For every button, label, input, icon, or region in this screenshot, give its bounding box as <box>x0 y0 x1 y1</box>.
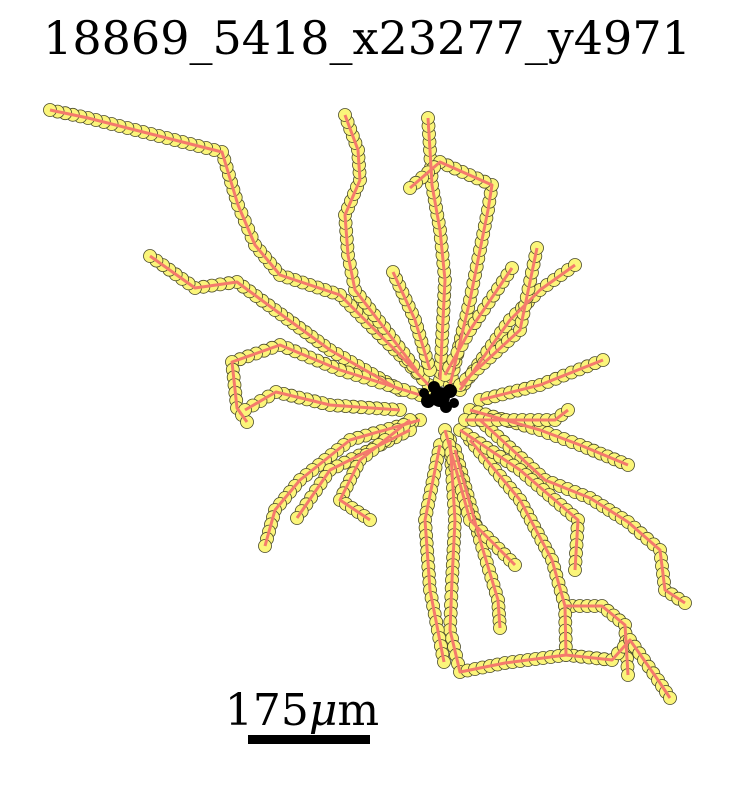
neurite-branch-overlay <box>458 247 539 387</box>
neurite-branch-overlay <box>49 108 442 399</box>
neurite-branch-overlay <box>338 418 411 522</box>
neurite-branch-overlay <box>459 428 580 571</box>
neurite-branch-overlay <box>465 408 569 422</box>
soma-blob <box>419 388 429 398</box>
scale-bar-label: 175μm <box>212 685 392 737</box>
neurite-branch-overlay <box>230 343 421 423</box>
neurite-branch-overlay <box>391 271 432 371</box>
scale-bar-value: 175 <box>224 685 309 736</box>
scale-bar-unit-symbol: μ <box>308 685 338 736</box>
neurite-branch-overlay <box>423 444 446 663</box>
neurite-branch-overlay <box>409 160 494 386</box>
figure-title: 18869_5418_x23277_y4971 <box>43 11 691 65</box>
neurite-branch-overlay <box>479 358 604 402</box>
neurite-branch-overlay <box>453 449 502 629</box>
soma <box>419 381 459 413</box>
neurite-branch-overlay <box>295 428 411 519</box>
scale-bar-unit-suffix: m <box>337 685 380 736</box>
reconstruction-nodes <box>43 103 692 705</box>
neurite-branch-overlay <box>244 390 401 412</box>
neurite-branch-overlay <box>443 267 514 376</box>
scale-bar <box>248 735 370 744</box>
soma-blob <box>428 381 440 393</box>
neurite-branch-overlay <box>443 429 517 567</box>
neurite-branch-overlay <box>478 418 686 605</box>
soma-blob <box>449 398 459 408</box>
neurite-branch-overlay <box>263 418 421 547</box>
neurite-branch-overlay <box>426 117 447 381</box>
neurite-branch-overlay <box>448 439 567 674</box>
soma-blob <box>443 384 457 398</box>
neurite-branch-overlay <box>343 114 420 373</box>
neurite-branch-overlay <box>149 254 401 392</box>
soma-blob <box>440 401 452 413</box>
neurite-branch-overlay <box>563 605 672 699</box>
